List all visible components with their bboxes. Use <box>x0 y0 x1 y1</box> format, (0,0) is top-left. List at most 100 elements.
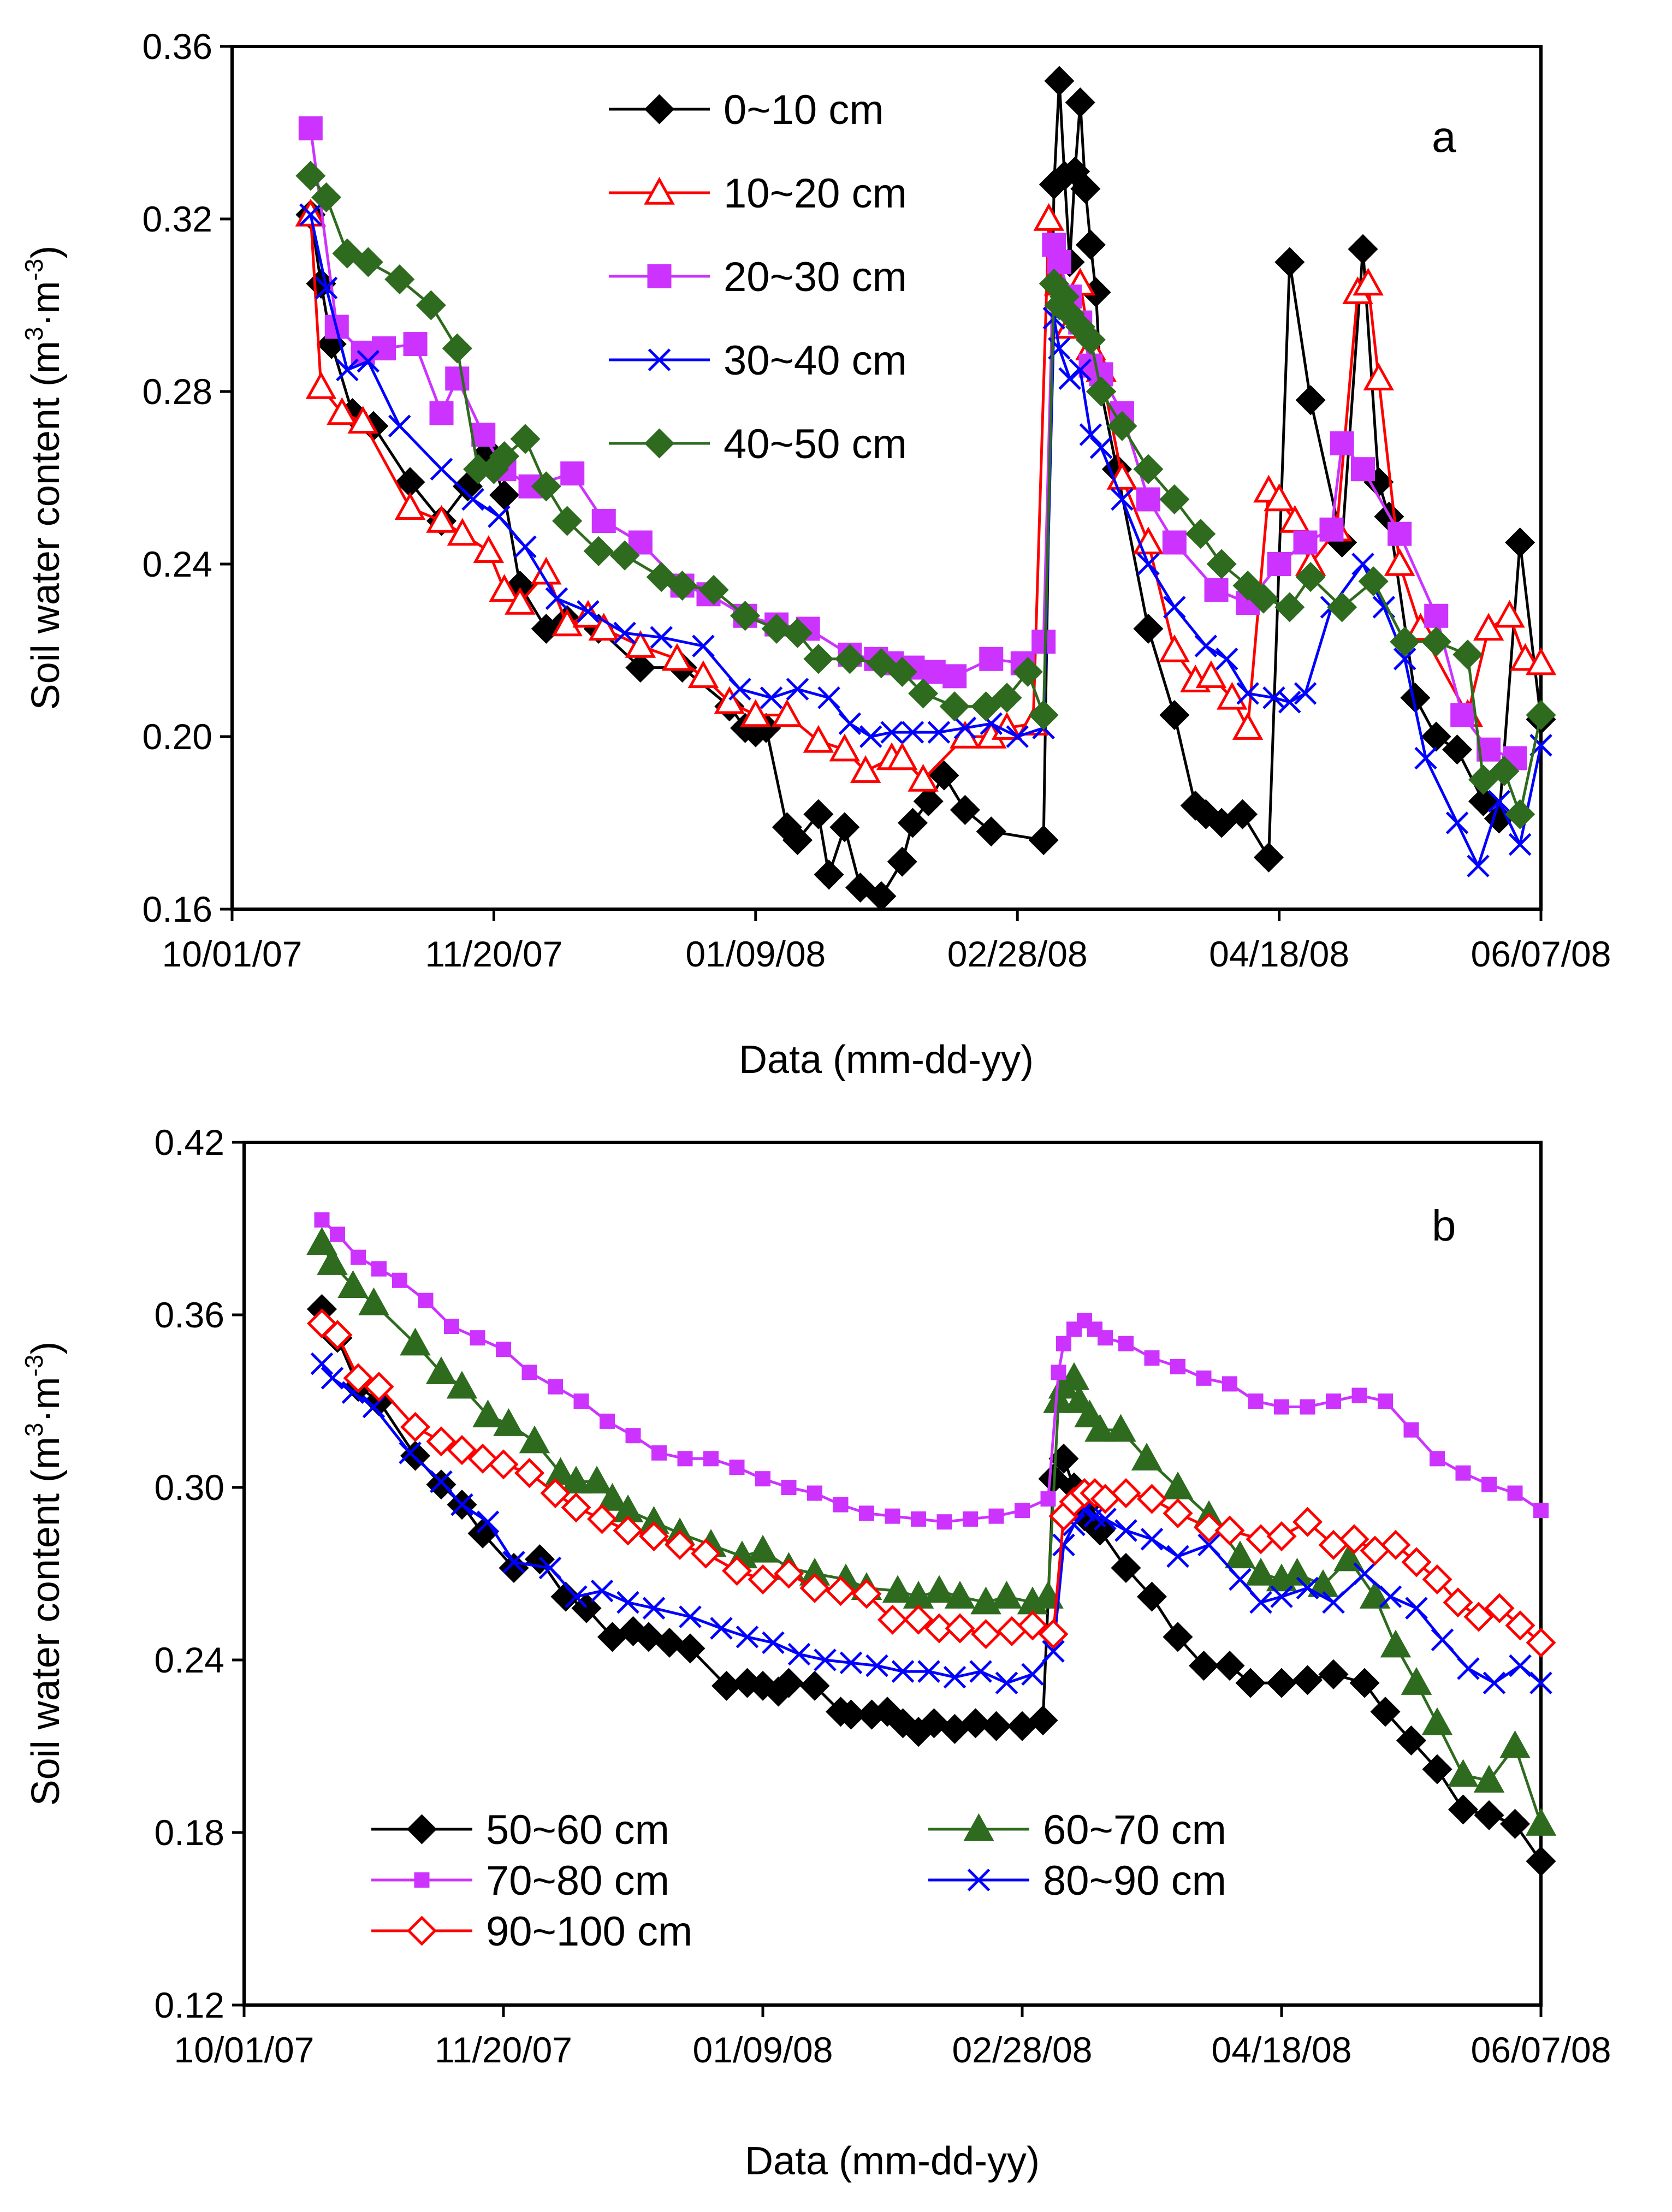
data-point <box>505 586 536 615</box>
data-point <box>1445 811 1469 834</box>
data-point <box>971 691 1001 722</box>
data-point <box>581 1466 613 1494</box>
y-tick-label: 0.28 <box>143 371 212 412</box>
data-point <box>1118 1336 1134 1351</box>
legend-label: 30~40 cm <box>724 337 907 384</box>
series-40-50-cm <box>295 161 1556 829</box>
panel-label: b <box>1432 1201 1456 1250</box>
data-point <box>1348 234 1378 264</box>
data-point <box>736 1626 759 1648</box>
y-tick-label: 0.12 <box>155 1985 224 2025</box>
data-point <box>1266 1668 1297 1698</box>
data-point <box>1111 1478 1141 1509</box>
data-point <box>838 712 862 736</box>
data-point <box>310 1352 334 1375</box>
data-point <box>1245 1557 1277 1586</box>
data-point <box>353 247 383 277</box>
data-point <box>803 725 834 753</box>
data-point <box>1017 1610 1048 1641</box>
data-point <box>762 1631 785 1654</box>
legend-marker <box>414 1872 430 1888</box>
data-point <box>1204 578 1229 602</box>
series-80-90-cm <box>310 1352 1552 1694</box>
data-point <box>1455 1465 1471 1481</box>
data-point <box>1056 1336 1071 1351</box>
data-point <box>1052 1533 1075 1557</box>
data-point <box>1079 423 1102 446</box>
data-point <box>1197 1533 1220 1557</box>
legend-entry: 50~60 cm <box>371 1807 669 1853</box>
data-point <box>917 1660 940 1683</box>
data-point <box>426 1469 456 1500</box>
data-point <box>1133 454 1164 484</box>
y-axis: 0.12 0.18 0.24 0.30 0.36 0.42 <box>155 1122 244 2025</box>
data-point <box>586 1504 618 1534</box>
series-layer <box>306 1212 1557 1877</box>
y-tick-label: 0.32 <box>143 199 212 239</box>
data-point <box>311 182 342 213</box>
data-point <box>1227 799 1258 829</box>
data-point <box>1274 592 1305 622</box>
data-point <box>347 406 378 434</box>
legend-marker <box>406 1814 437 1845</box>
data-point <box>1232 712 1264 740</box>
x-tick-label: 01/09/08 <box>685 934 826 974</box>
data-point <box>1094 1508 1117 1531</box>
data-point <box>638 1521 669 1552</box>
data-point <box>444 1319 459 1335</box>
legend-entry: 80~90 cm <box>928 1858 1226 1904</box>
data-point <box>1038 1619 1069 1650</box>
data-point <box>1111 1552 1141 1584</box>
data-point <box>782 618 813 648</box>
legend-label: 20~30 cm <box>724 254 907 300</box>
data-point <box>1448 1794 1479 1825</box>
data-point <box>1452 639 1483 670</box>
data-point <box>609 540 640 571</box>
data-point <box>835 1699 867 1730</box>
data-point <box>1105 1414 1136 1442</box>
data-point <box>1214 1650 1245 1681</box>
data-point <box>976 816 1006 847</box>
data-point <box>817 686 840 709</box>
data-point <box>1264 483 1295 512</box>
data-point <box>1509 643 1541 671</box>
data-point <box>403 332 428 357</box>
data-point <box>880 721 903 744</box>
data-point <box>651 1445 667 1461</box>
data-point <box>882 1575 914 1603</box>
data-point <box>1065 87 1095 118</box>
data-point <box>394 492 426 520</box>
data-point <box>787 1642 811 1666</box>
plot-frame <box>230 45 1543 911</box>
data-point <box>1526 699 1556 731</box>
data-point <box>728 678 751 701</box>
data-point <box>442 333 472 364</box>
data-point <box>1481 1476 1497 1492</box>
legend-entry: 10~20 cm <box>609 170 907 217</box>
data-point <box>616 1591 639 1614</box>
data-point <box>299 203 322 226</box>
y-tick-label: 0.42 <box>155 1122 224 1163</box>
data-point <box>1111 488 1134 511</box>
legend-marker <box>644 176 675 205</box>
data-point <box>561 1492 591 1523</box>
x-axis-title: Data (mm-dd-yy) <box>745 2139 1040 2183</box>
data-point <box>577 600 600 623</box>
data-point <box>548 1379 563 1395</box>
y-axis-title: Soil water content (m3·m-3) <box>20 1342 68 1806</box>
data-point <box>1222 1376 1237 1392</box>
data-point <box>923 1575 955 1603</box>
data-point <box>317 1247 348 1275</box>
data-point <box>944 1580 976 1609</box>
legend-label: 0~10 cm <box>724 87 884 133</box>
data-point <box>679 1605 702 1628</box>
data-point <box>665 1529 695 1560</box>
data-point <box>1235 1668 1266 1698</box>
data-point <box>447 518 478 546</box>
data-point <box>825 1576 856 1606</box>
data-point <box>1450 703 1475 727</box>
data-point <box>1467 855 1490 877</box>
data-point <box>400 1327 431 1356</box>
data-point <box>782 825 813 856</box>
